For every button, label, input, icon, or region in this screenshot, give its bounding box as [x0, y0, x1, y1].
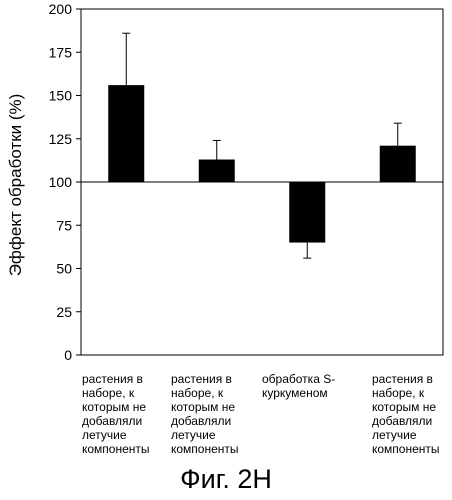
category-label-2: растения в наборе, к которым не добавлял…	[171, 372, 239, 456]
y-axis-ticks: 0 25 50 75 100 125 150 175 200	[49, 1, 81, 363]
bar-1	[108, 85, 145, 182]
y-tick-label-5: 125	[49, 131, 73, 147]
y-tick-label-7: 175	[49, 44, 73, 60]
y-tick-label-4: 100	[49, 174, 73, 190]
bar-2	[198, 159, 235, 182]
category-label-3: обработка S-куркуменом	[262, 372, 336, 400]
y-tick-label-0: 0	[64, 347, 72, 363]
bars	[108, 32, 416, 259]
y-tick-label-3: 75	[56, 217, 72, 233]
bar-3	[289, 182, 326, 243]
y-axis-label: Эффект обработки (%)	[6, 94, 25, 277]
figure-caption: Фиг. 2Н	[180, 464, 272, 494]
y-tick-label-2: 50	[56, 261, 72, 277]
category-label-1: растения в наборе, к которым не добавлял…	[82, 372, 150, 456]
bar-4	[379, 145, 416, 182]
y-tick-label-1: 25	[56, 304, 72, 320]
y-tick-label-6: 150	[49, 88, 73, 104]
category-label-4: растения в наборе, к которым не добавлял…	[372, 372, 440, 456]
chart-area: Эффект обработки (%) 0 25 50 75 100 125 150 175…	[6, 1, 444, 363]
y-tick-label-8: 200	[49, 1, 73, 17]
